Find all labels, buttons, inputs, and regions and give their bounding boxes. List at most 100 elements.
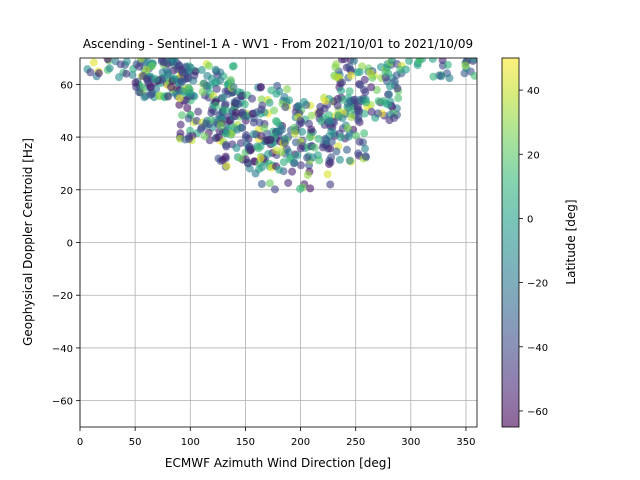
y-tick-label: 60 <box>60 80 73 91</box>
data-point <box>385 90 394 99</box>
data-point <box>158 75 167 84</box>
data-point <box>198 87 207 96</box>
data-point <box>362 98 371 107</box>
data-point <box>360 75 369 84</box>
data-point <box>135 62 144 71</box>
data-point <box>252 108 261 117</box>
data-point <box>232 144 241 153</box>
colorbar-frame <box>501 57 520 428</box>
data-point <box>326 180 335 189</box>
data-point <box>226 75 235 84</box>
data-point <box>131 78 140 87</box>
x-ticks: 0 50 100 150 200 250 300 350 <box>77 427 476 448</box>
data-point <box>281 103 290 112</box>
data-point <box>283 85 292 94</box>
data-point <box>314 134 323 143</box>
grid-lines <box>79 58 477 427</box>
data-point <box>333 101 342 110</box>
x-tick-label: 100 <box>181 437 200 448</box>
data-point <box>170 74 179 83</box>
data-point <box>285 96 294 105</box>
data-point <box>244 159 253 168</box>
data-point <box>445 74 454 83</box>
data-point <box>340 58 349 64</box>
data-point <box>350 95 359 104</box>
data-point <box>200 79 209 88</box>
data-point <box>204 61 213 70</box>
colorbar-tick-label: 0 <box>527 214 533 225</box>
data-point <box>331 72 340 81</box>
data-point <box>194 107 203 116</box>
data-point <box>327 127 336 136</box>
data-point <box>251 169 260 178</box>
data-point <box>146 83 155 92</box>
data-point <box>207 108 216 117</box>
data-point <box>323 170 332 179</box>
data-point <box>385 82 394 91</box>
data-point <box>212 84 221 93</box>
data-point <box>246 146 255 155</box>
data-point <box>289 123 298 132</box>
data-point <box>349 58 358 65</box>
data-point <box>216 121 225 130</box>
data-point <box>299 97 308 106</box>
x-tick-label: 300 <box>401 437 420 448</box>
data-point <box>374 97 383 106</box>
data-point <box>260 123 269 132</box>
data-point <box>333 94 342 103</box>
data-point <box>356 80 365 89</box>
data-point <box>266 135 275 144</box>
data-point <box>240 100 249 109</box>
data-point <box>338 78 347 87</box>
data-point <box>470 71 477 80</box>
data-point <box>326 144 335 153</box>
x-tick-label: 250 <box>346 437 365 448</box>
data-point <box>197 66 206 75</box>
data-point <box>184 114 193 123</box>
data-point <box>179 68 188 77</box>
data-point <box>298 127 307 136</box>
data-point <box>280 139 289 148</box>
data-point <box>307 111 316 120</box>
data-point <box>305 133 314 142</box>
colorbar: 40 20 0 −20 −40 −60 Latitude [deg] <box>501 57 578 428</box>
x-axis-label: ECMWF Azimuth Wind Direction [deg] <box>165 456 391 470</box>
data-point <box>354 115 363 124</box>
y-ticks: 60 40 20 0 −20 −40 −60 <box>52 80 80 408</box>
data-point <box>151 74 160 83</box>
data-point <box>256 154 265 163</box>
data-point <box>306 184 315 193</box>
data-point <box>234 100 243 109</box>
data-point <box>122 69 131 78</box>
data-point <box>291 138 300 147</box>
data-point <box>258 101 267 110</box>
data-point <box>361 88 370 97</box>
data-point <box>336 133 345 142</box>
data-point <box>264 150 273 159</box>
colorbar-tick-label: −40 <box>527 343 548 354</box>
y-tick-label: −40 <box>52 344 73 355</box>
x-tick-label: 350 <box>456 437 475 448</box>
data-point <box>94 69 103 78</box>
data-point <box>360 109 369 118</box>
data-point <box>114 73 123 82</box>
data-point <box>415 58 424 65</box>
data-point <box>122 58 131 66</box>
data-point <box>443 60 452 69</box>
data-point <box>221 106 230 115</box>
x-tick-label: 0 <box>77 437 83 448</box>
x-tick-label: 200 <box>291 437 310 448</box>
data-point <box>103 58 112 64</box>
y-tick-label: −60 <box>52 397 73 408</box>
colorbar-ticks: 40 20 0 −20 −40 −60 <box>519 86 548 418</box>
data-point <box>186 63 195 72</box>
data-point <box>242 112 251 121</box>
colorbar-tick-label: −20 <box>527 279 548 290</box>
data-point <box>367 107 376 116</box>
data-point <box>222 140 231 149</box>
data-point <box>345 87 354 96</box>
colorbar-label: Latitude [deg] <box>564 199 578 284</box>
data-point <box>142 65 151 74</box>
data-point <box>176 120 185 129</box>
data-point <box>279 158 288 167</box>
